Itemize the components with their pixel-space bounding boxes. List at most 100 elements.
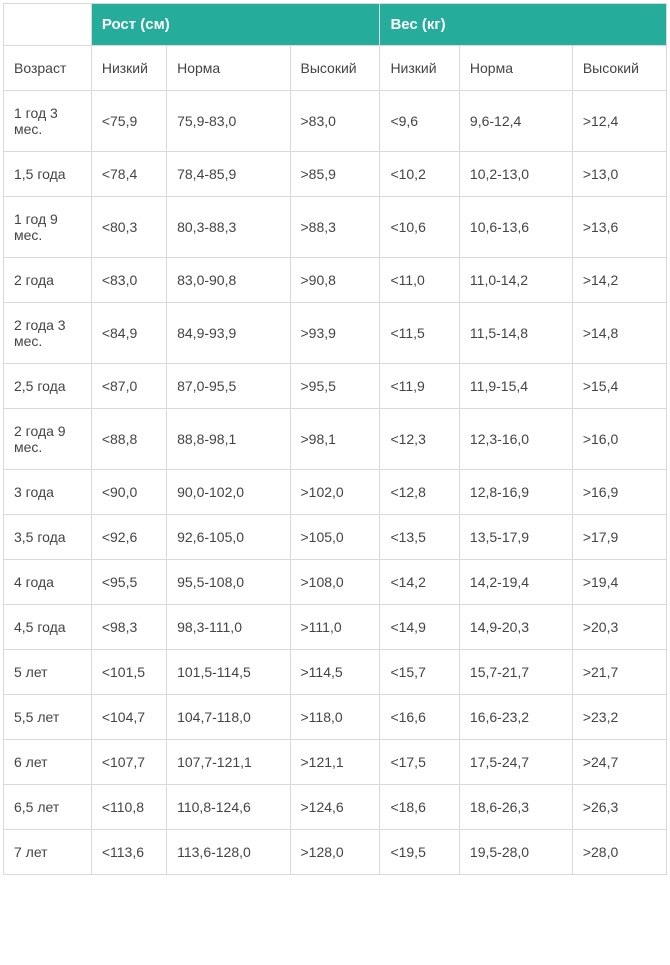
cell-height-low: <92,6 bbox=[91, 515, 166, 560]
table-row: 1,5 года<78,478,4-85,9>85,9<10,210,2-13,… bbox=[4, 152, 667, 197]
cell-age: 2,5 года bbox=[4, 364, 92, 409]
cell-height-norm: 101,5-114,5 bbox=[167, 650, 290, 695]
cell-weight-high: >12,4 bbox=[572, 91, 666, 152]
cell-height-norm: 98,3-111,0 bbox=[167, 605, 290, 650]
cell-weight-high: >16,9 bbox=[572, 470, 666, 515]
cell-weight-norm: 13,5-17,9 bbox=[459, 515, 572, 560]
cell-height-low: <104,7 bbox=[91, 695, 166, 740]
cell-height-high: >111,0 bbox=[290, 605, 380, 650]
cell-weight-norm: 19,5-28,0 bbox=[459, 830, 572, 875]
cell-age: 6 лет bbox=[4, 740, 92, 785]
cell-height-norm: 75,9-83,0 bbox=[167, 91, 290, 152]
cell-height-high: >90,8 bbox=[290, 258, 380, 303]
cell-height-norm: 84,9-93,9 bbox=[167, 303, 290, 364]
cell-height-norm: 80,3-88,3 bbox=[167, 197, 290, 258]
cell-weight-high: >14,8 bbox=[572, 303, 666, 364]
cell-height-low: <83,0 bbox=[91, 258, 166, 303]
growth-weight-table: Рост (см) Вес (кг) Возраст Низкий Норма … bbox=[3, 3, 667, 875]
cell-age: 2 года 3 мес. bbox=[4, 303, 92, 364]
cell-height-low: <84,9 bbox=[91, 303, 166, 364]
cell-height-low: <107,7 bbox=[91, 740, 166, 785]
cell-weight-low: <10,6 bbox=[380, 197, 459, 258]
cell-weight-low: <11,9 bbox=[380, 364, 459, 409]
cell-weight-norm: 10,2-13,0 bbox=[459, 152, 572, 197]
cell-weight-high: >17,9 bbox=[572, 515, 666, 560]
header-weight-norm: Норма bbox=[459, 46, 572, 91]
cell-weight-high: >13,6 bbox=[572, 197, 666, 258]
cell-weight-norm: 18,6-26,3 bbox=[459, 785, 572, 830]
cell-height-high: >85,9 bbox=[290, 152, 380, 197]
cell-weight-low: <18,6 bbox=[380, 785, 459, 830]
cell-age: 4 года bbox=[4, 560, 92, 605]
cell-weight-high: >23,2 bbox=[572, 695, 666, 740]
cell-height-high: >121,1 bbox=[290, 740, 380, 785]
cell-weight-norm: 14,9-20,3 bbox=[459, 605, 572, 650]
cell-age: 1 год 3 мес. bbox=[4, 91, 92, 152]
header-corner-blank bbox=[4, 4, 92, 46]
table-row: 1 год 9 мес.<80,380,3-88,3>88,3<10,610,6… bbox=[4, 197, 667, 258]
cell-age: 4,5 года bbox=[4, 605, 92, 650]
table-header-group-row: Рост (см) Вес (кг) bbox=[4, 4, 667, 46]
cell-weight-norm: 16,6-23,2 bbox=[459, 695, 572, 740]
cell-weight-high: >28,0 bbox=[572, 830, 666, 875]
cell-age: 7 лет bbox=[4, 830, 92, 875]
cell-height-norm: 88,8-98,1 bbox=[167, 409, 290, 470]
cell-weight-low: <15,7 bbox=[380, 650, 459, 695]
cell-weight-low: <19,5 bbox=[380, 830, 459, 875]
cell-height-high: >98,1 bbox=[290, 409, 380, 470]
cell-height-norm: 107,7-121,1 bbox=[167, 740, 290, 785]
cell-age: 3,5 года bbox=[4, 515, 92, 560]
cell-weight-low: <12,8 bbox=[380, 470, 459, 515]
cell-height-high: >108,0 bbox=[290, 560, 380, 605]
table-row: 6,5 лет<110,8110,8-124,6>124,6<18,618,6-… bbox=[4, 785, 667, 830]
header-weight-low: Низкий bbox=[380, 46, 459, 91]
table-row: 5 лет<101,5101,5-114,5>114,5<15,715,7-21… bbox=[4, 650, 667, 695]
cell-weight-norm: 14,2-19,4 bbox=[459, 560, 572, 605]
cell-weight-low: <14,9 bbox=[380, 605, 459, 650]
cell-weight-high: >19,4 bbox=[572, 560, 666, 605]
cell-height-high: >128,0 bbox=[290, 830, 380, 875]
cell-height-low: <88,8 bbox=[91, 409, 166, 470]
cell-height-norm: 110,8-124,6 bbox=[167, 785, 290, 830]
cell-weight-norm: 12,8-16,9 bbox=[459, 470, 572, 515]
cell-weight-high: >15,4 bbox=[572, 364, 666, 409]
table-header-sub-row: Возраст Низкий Норма Высокий Низкий Норм… bbox=[4, 46, 667, 91]
cell-weight-low: <11,5 bbox=[380, 303, 459, 364]
table-row: 2 года 9 мес.<88,888,8-98,1>98,1<12,312,… bbox=[4, 409, 667, 470]
cell-height-high: >95,5 bbox=[290, 364, 380, 409]
cell-age: 1 год 9 мес. bbox=[4, 197, 92, 258]
cell-weight-low: <10,2 bbox=[380, 152, 459, 197]
cell-height-high: >93,9 bbox=[290, 303, 380, 364]
header-age: Возраст bbox=[4, 46, 92, 91]
cell-weight-low: <17,5 bbox=[380, 740, 459, 785]
cell-age: 1,5 года bbox=[4, 152, 92, 197]
header-height-norm: Норма bbox=[167, 46, 290, 91]
header-group-weight: Вес (кг) bbox=[380, 4, 667, 46]
table-row: 3,5 года<92,692,6-105,0>105,0<13,513,5-1… bbox=[4, 515, 667, 560]
cell-weight-high: >26,3 bbox=[572, 785, 666, 830]
cell-height-high: >114,5 bbox=[290, 650, 380, 695]
cell-height-low: <101,5 bbox=[91, 650, 166, 695]
cell-weight-norm: 12,3-16,0 bbox=[459, 409, 572, 470]
header-height-low: Низкий bbox=[91, 46, 166, 91]
cell-weight-high: >14,2 bbox=[572, 258, 666, 303]
table-row: 5,5 лет<104,7104,7-118,0>118,0<16,616,6-… bbox=[4, 695, 667, 740]
cell-weight-high: >16,0 bbox=[572, 409, 666, 470]
cell-weight-norm: 11,0-14,2 bbox=[459, 258, 572, 303]
cell-height-low: <110,8 bbox=[91, 785, 166, 830]
cell-weight-norm: 17,5-24,7 bbox=[459, 740, 572, 785]
cell-height-low: <95,5 bbox=[91, 560, 166, 605]
table-row: 7 лет<113,6113,6-128,0>128,0<19,519,5-28… bbox=[4, 830, 667, 875]
table-row: 6 лет<107,7107,7-121,1>121,1<17,517,5-24… bbox=[4, 740, 667, 785]
table-row: 2 года<83,083,0-90,8>90,8<11,011,0-14,2>… bbox=[4, 258, 667, 303]
cell-weight-high: >13,0 bbox=[572, 152, 666, 197]
cell-weight-norm: 15,7-21,7 bbox=[459, 650, 572, 695]
cell-height-norm: 87,0-95,5 bbox=[167, 364, 290, 409]
cell-weight-low: <14,2 bbox=[380, 560, 459, 605]
table-row: 1 год 3 мес.<75,975,9-83,0>83,0<9,69,6-1… bbox=[4, 91, 667, 152]
cell-height-norm: 90,0-102,0 bbox=[167, 470, 290, 515]
header-group-height: Рост (см) bbox=[91, 4, 380, 46]
header-height-high: Высокий bbox=[290, 46, 380, 91]
cell-height-low: <87,0 bbox=[91, 364, 166, 409]
header-weight-high: Высокий bbox=[572, 46, 666, 91]
